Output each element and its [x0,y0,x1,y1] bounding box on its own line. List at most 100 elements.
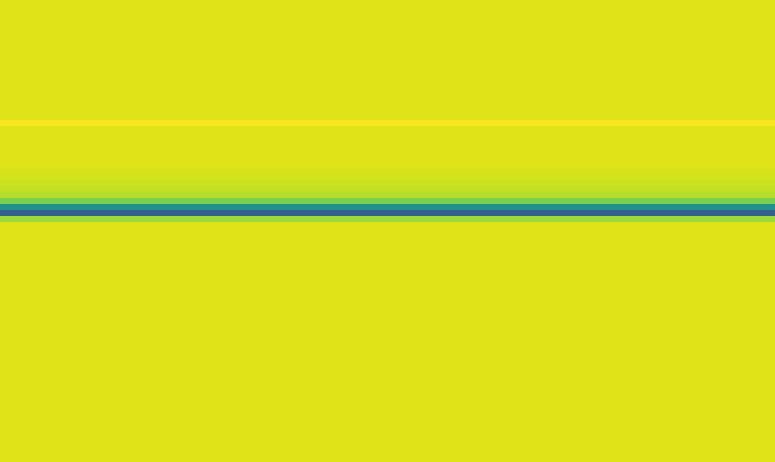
cell [620,108,775,114]
cell [155,216,310,222]
cell [155,282,310,288]
cell [155,102,310,108]
cell [620,366,775,372]
cell [465,12,620,18]
cell [0,162,155,168]
cell [310,66,465,72]
cell [465,186,620,192]
cell [465,6,620,12]
cell [310,102,465,108]
cell [465,246,620,252]
cell [155,192,310,198]
cell [310,402,465,408]
cell [620,6,775,12]
cell [465,438,620,444]
cell [465,294,620,300]
cell [465,300,620,306]
cell [465,192,620,198]
cell [465,114,620,120]
cell [465,48,620,54]
cell [155,372,310,378]
cell [620,360,775,366]
cell [465,288,620,294]
cell [0,258,155,264]
cell [310,222,465,228]
cell [155,240,310,246]
cell [310,162,465,168]
cell [0,114,155,120]
cell [310,198,465,204]
cell [0,282,155,288]
cell [310,240,465,246]
cell [0,102,155,108]
cell [0,72,155,78]
cell [465,36,620,42]
cell [155,402,310,408]
cell [310,126,465,132]
cell [620,66,775,72]
cell [465,264,620,270]
cell [465,126,620,132]
cell [465,84,620,90]
cell [310,48,465,54]
cell [155,414,310,420]
cell [465,342,620,348]
cell [465,426,620,432]
cell [310,336,465,342]
cell [465,216,620,222]
cell [0,0,155,6]
cell [0,60,155,66]
cell [465,144,620,150]
cell [155,324,310,330]
cell [155,234,310,240]
cell [0,132,155,138]
cell [620,444,775,450]
cell [465,204,620,210]
cell [0,18,155,24]
cell [0,360,155,366]
cell [0,450,155,456]
cell [620,192,775,198]
cell [465,240,620,246]
cell [0,384,155,390]
cell [0,306,155,312]
cell [155,426,310,432]
cell [620,228,775,234]
cell [0,402,155,408]
cell [310,60,465,66]
cell [310,360,465,366]
cell [465,210,620,216]
cell [465,390,620,396]
cell [465,66,620,72]
cell [465,408,620,414]
cell [155,222,310,228]
cell [155,258,310,264]
cell [0,108,155,114]
cell [620,54,775,60]
cell [310,432,465,438]
cell [0,276,155,282]
cell [0,426,155,432]
cell [0,42,155,48]
cell [620,240,775,246]
cell [310,276,465,282]
cell [465,396,620,402]
cell [620,204,775,210]
cell [155,444,310,450]
cell [310,324,465,330]
cell [0,234,155,240]
cell [620,294,775,300]
cell [310,96,465,102]
cell [310,444,465,450]
cell [465,42,620,48]
cell [465,384,620,390]
cell [620,324,775,330]
cell [465,402,620,408]
cell [465,222,620,228]
cell [155,12,310,18]
cell [465,306,620,312]
cell [155,288,310,294]
cell [155,456,310,462]
cell [620,18,775,24]
cell [155,186,310,192]
